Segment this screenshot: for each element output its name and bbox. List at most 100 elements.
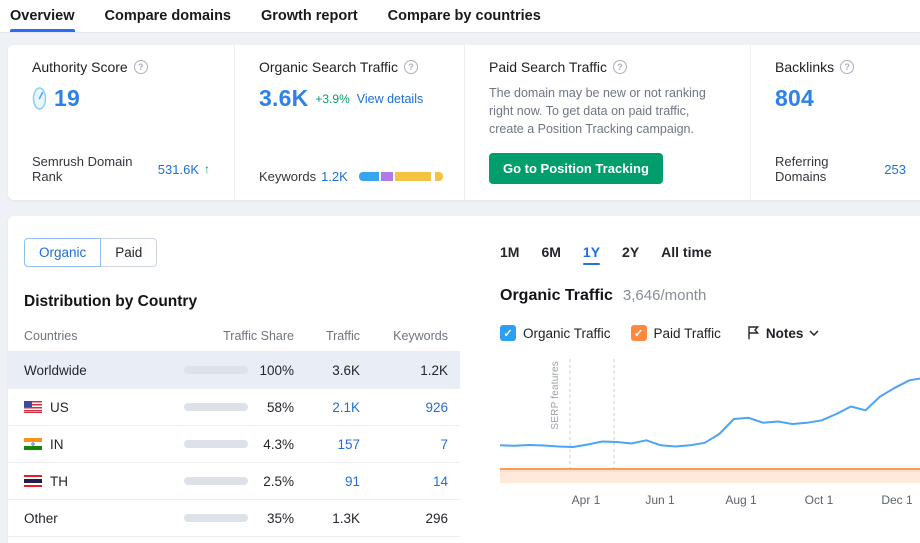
keywords-value: 296 — [425, 510, 448, 526]
col-traffic-share: Traffic Share — [223, 329, 294, 343]
country-name: TH — [50, 473, 68, 489]
keywords-value: 1.2K — [420, 362, 448, 378]
table-row-in[interactable]: IN 4.3% 157 7 — [8, 426, 460, 463]
authority-gauge-icon — [32, 87, 47, 110]
backlinks-value: 804 — [775, 85, 814, 111]
authority-score-section: Authority Score 19 Semrush Domain Rank 5… — [8, 45, 234, 200]
distribution-panel: Organic Paid Distribution by Country Cou… — [8, 216, 460, 543]
us-flag-icon — [24, 401, 42, 413]
range-all-time[interactable]: All time — [661, 244, 712, 260]
info-icon[interactable] — [404, 60, 419, 74]
tab-compare-domains[interactable]: Compare domains — [104, 8, 232, 24]
traffic-share-bar — [184, 366, 248, 374]
paid-traffic-area — [500, 469, 920, 483]
traffic-value: 3.6K — [332, 362, 360, 378]
table-row-other[interactable]: Other 35% 1.3K 296 — [8, 500, 460, 537]
traffic-chart[interactable]: SERP features — [500, 355, 920, 489]
organic-traffic-legend-item[interactable]: Organic Traffic — [500, 325, 611, 341]
paid-traffic-message: The domain may be new or not ranking rig… — [489, 86, 706, 137]
info-icon[interactable] — [133, 60, 148, 74]
info-icon[interactable] — [840, 60, 855, 74]
country-name: Other — [24, 510, 58, 526]
col-traffic: Traffic — [325, 329, 360, 343]
table-row-us[interactable]: US 58% 2.1K 926 — [8, 389, 460, 426]
keywords-intent-bar — [358, 172, 443, 181]
table-row-worldwide[interactable]: Worldwide 100% 3.6K 1.2K — [8, 352, 460, 389]
organic-traffic-chart-title: Organic Traffic — [500, 287, 613, 304]
notes-label: Notes — [765, 325, 804, 341]
authority-score-value: 19 — [54, 85, 80, 111]
range-1y[interactable]: 1Y — [582, 244, 601, 265]
chart-x-axis: Apr 1 Jun 1 Aug 1 Oct 1 Dec 1 — [500, 493, 920, 509]
traffic-type-toggle: Organic Paid — [8, 238, 460, 267]
domain-rank-label: Semrush Domain Rank — [32, 154, 133, 184]
organic-traffic-monthly-value: 3,646/month — [622, 287, 707, 304]
country-name: Worldwide — [24, 362, 87, 378]
backlinks-section: Backlinks 804 Referring Domains 253 — [750, 45, 920, 200]
paid-traffic-checkbox[interactable] — [630, 325, 647, 341]
organic-traffic-title: Organic Search Traffic — [259, 59, 399, 75]
traffic-value-link[interactable]: 2.1K — [332, 399, 360, 415]
traffic-value-link[interactable]: 157 — [337, 436, 360, 452]
in-flag-icon — [24, 438, 42, 450]
notes-dropdown[interactable]: Notes — [747, 326, 820, 341]
organic-line — [500, 377, 920, 448]
organic-search-traffic-section: Organic Search Traffic 3.6K +3.9% View d… — [234, 45, 464, 200]
paid-traffic-title: Paid Search Traffic — [489, 59, 608, 75]
organic-traffic-delta: +3.9% — [315, 91, 350, 106]
tab-growth-report[interactable]: Growth report — [261, 8, 358, 24]
paid-toggle-button[interactable]: Paid — [100, 238, 158, 267]
share-value: 58% — [266, 399, 294, 415]
country-table-header: Countries Traffic Share Traffic Keywords — [8, 321, 460, 352]
paid-traffic-legend-item[interactable]: Paid Traffic — [630, 325, 721, 341]
col-keywords: Keywords — [393, 329, 448, 343]
organic-traffic-panel: 1M 6M 1Y 2Y All time Organic Traffic 3,6… — [460, 216, 920, 543]
traffic-value-link[interactable]: 91 — [344, 473, 360, 489]
traffic-share-bar — [184, 440, 248, 448]
share-value: 100% — [259, 362, 294, 378]
range-6m[interactable]: 6M — [541, 244, 561, 260]
range-2y[interactable]: 2Y — [622, 244, 640, 260]
country-name: US — [50, 399, 69, 415]
share-value: 4.3% — [263, 436, 294, 452]
tab-overview[interactable]: Overview — [10, 0, 75, 32]
authority-score-title: Authority Score — [32, 59, 128, 75]
tab-compare-by-countries[interactable]: Compare by countries — [387, 8, 541, 24]
th-flag-icon — [24, 475, 42, 487]
share-value: 2.5% — [263, 473, 294, 489]
info-icon[interactable] — [613, 60, 628, 74]
notes-flag-icon — [748, 326, 759, 340]
country-name: IN — [50, 436, 64, 452]
col-countries: Countries — [24, 329, 78, 343]
traffic-share-bar — [184, 514, 248, 522]
paid-legend-label: Paid Traffic — [653, 325, 721, 341]
traffic-value: 1.3K — [332, 510, 360, 526]
domain-rank-value-link[interactable]: 531.6K — [157, 161, 199, 177]
keywords-value-link[interactable]: 14 — [432, 473, 448, 489]
x-tick: Apr 1 — [571, 493, 601, 507]
metrics-card: Authority Score 19 Semrush Domain Rank 5… — [8, 45, 920, 200]
keywords-value-link[interactable]: 926 — [425, 399, 448, 415]
keywords-value-link[interactable]: 1.2K — [321, 169, 348, 184]
x-tick: Oct 1 — [804, 493, 834, 507]
go-to-position-tracking-button[interactable]: Go to Position Tracking — [489, 153, 663, 184]
keywords-label: Keywords — [259, 169, 317, 184]
table-row-th[interactable]: TH 2.5% 91 14 — [8, 463, 460, 500]
referring-domains-value-link[interactable]: 253 — [884, 161, 906, 177]
keywords-value-link[interactable]: 7 — [440, 436, 448, 452]
range-1m[interactable]: 1M — [500, 244, 520, 260]
organic-legend-label: Organic Traffic — [523, 325, 611, 341]
view-details-link[interactable]: View details — [356, 91, 424, 106]
paid-search-traffic-section: Paid Search Traffic The domain may be ne… — [464, 45, 750, 200]
traffic-share-bar — [184, 477, 248, 485]
share-value: 35% — [266, 510, 294, 526]
x-tick: Jun 1 — [645, 493, 675, 507]
organic-traffic-checkbox[interactable] — [500, 325, 516, 341]
backlinks-title: Backlinks — [775, 59, 835, 75]
date-range-tabs: 1M 6M 1Y 2Y All time — [500, 244, 920, 265]
rank-up-arrow-icon: ↑ — [204, 162, 210, 176]
chevron-down-icon — [809, 330, 819, 336]
x-tick: Aug 1 — [725, 493, 757, 507]
serp-features-label: SERP features — [550, 361, 561, 430]
organic-toggle-button[interactable]: Organic — [24, 238, 102, 267]
